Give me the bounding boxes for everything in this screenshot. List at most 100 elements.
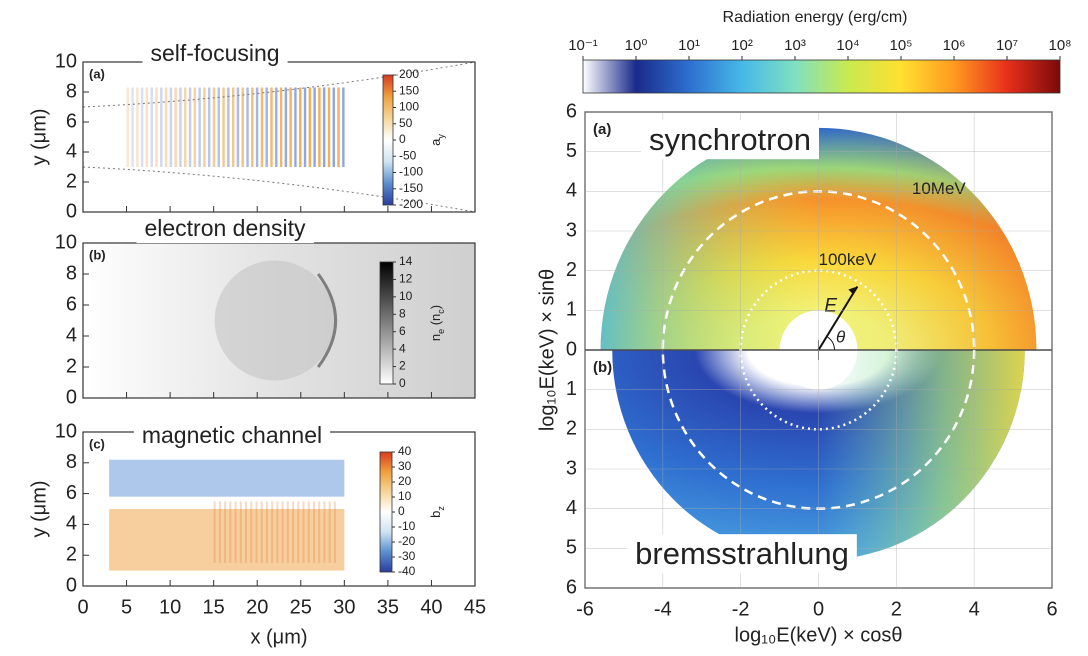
field-stripe [217, 87, 220, 167]
y-tick-label: 4 [66, 513, 77, 535]
panel-letter: (a) [593, 121, 611, 138]
y-tick-label: 2 [566, 418, 577, 440]
panel-title: self-focusing [150, 40, 279, 66]
colorbar-tick-label: 14 [399, 254, 413, 268]
y-tick-label: 4 [66, 324, 77, 346]
y-tick-label: 6 [66, 293, 77, 315]
colorbar-tick-label: -200 [399, 197, 423, 211]
field-band [109, 459, 345, 497]
colorbar-tick-label: 150 [399, 83, 419, 97]
field-stripe [193, 87, 197, 167]
field-stripe [271, 501, 274, 563]
vector-label: E [824, 295, 837, 316]
field-stripe [337, 87, 340, 167]
y-tick-label: 5 [566, 537, 577, 559]
colorbar-tick-label: 4 [399, 341, 406, 355]
field-stripe [260, 87, 264, 167]
field-stripe [255, 87, 259, 167]
y-tick-label: 8 [66, 451, 77, 473]
field-stripe [188, 87, 192, 167]
colorbar-tick-label: 200 [399, 67, 419, 81]
x-tick-label: 5 [121, 596, 132, 618]
colorbar-tick-label: 10² [731, 37, 753, 54]
field-stripe [281, 501, 284, 563]
field-stripe [332, 87, 335, 167]
colorbar-tick-label: 10¹ [678, 37, 700, 54]
colorbar-tick-label: -150 [399, 181, 423, 195]
x-tick-label: 30 [333, 596, 355, 618]
field-stripe [126, 87, 129, 167]
colorbar-tick-label: 8 [399, 306, 406, 320]
colorbar-label-part: b [428, 511, 443, 518]
field-stripe [313, 87, 316, 167]
x-tick-label: 10 [159, 596, 181, 618]
colorbar-tick-label: 6 [399, 324, 406, 338]
field-stripe [297, 501, 300, 563]
field-stripe [294, 87, 297, 167]
field-stripe [245, 501, 248, 563]
y-tick-label: 0 [66, 574, 77, 596]
field-stripe [246, 87, 249, 167]
field-stripe [131, 87, 134, 167]
field-stripe [184, 87, 187, 167]
y-tick-label: 4 [566, 497, 577, 519]
field-stripe [323, 501, 326, 563]
field-stripe [218, 501, 221, 563]
x-tick-label: 40 [420, 596, 442, 618]
x-tick-label: 25 [290, 596, 312, 618]
x-tick-label: 0 [77, 596, 88, 618]
colorbar-tick-label: 2 [399, 359, 406, 373]
y-tick-label: 0 [66, 200, 77, 222]
field-stripe [136, 87, 139, 167]
field-stripe [169, 87, 173, 167]
colorbar [582, 59, 1061, 94]
colorbar [382, 74, 394, 206]
panel-letter: (c) [89, 436, 105, 451]
y-tick-label: 0 [566, 338, 577, 360]
field-stripe [307, 501, 310, 563]
field-stripe [208, 87, 211, 167]
y-tick-label: 4 [66, 140, 77, 162]
field-stripe [265, 501, 268, 563]
colorbar-tick-label: 10⁵ [890, 37, 913, 54]
y-tick-label: 10 [55, 50, 77, 72]
colorbar-label-part: (n [428, 314, 443, 329]
field-stripe [318, 501, 321, 563]
y-tick-label: 2 [66, 543, 77, 565]
field-stripe [251, 87, 254, 167]
field-stripe [203, 87, 206, 167]
field-stripe [284, 87, 288, 167]
colorbar-tick-label: 30 [398, 459, 412, 473]
y-tick-label: 3 [566, 219, 577, 241]
y-axis-label: y (μm) [28, 108, 50, 165]
x-axis-label: log₁₀E(keV) × cosθ [735, 624, 903, 646]
colorbar-tick-label: -100 [399, 165, 423, 179]
colorbar-tick-label: -50 [399, 148, 417, 162]
field-stripe [303, 87, 307, 167]
panel-letter: (b) [593, 359, 612, 376]
x-tick-label: 4 [969, 598, 980, 620]
field-stripe [327, 87, 331, 167]
field-stripe [318, 87, 321, 167]
field-stripe [140, 87, 144, 167]
colorbar-tick-label: 10 [398, 489, 412, 503]
panel-title: magnetic channel [142, 422, 322, 448]
colorbar-tick-label: -10 [398, 519, 416, 533]
colorbar-tick-label: 40 [398, 444, 412, 458]
label-background [142, 38, 288, 69]
colorbar-label-part: c [436, 309, 446, 314]
beam-envelope [82, 166, 476, 213]
label-background [136, 213, 315, 244]
colorbar-label: ne (nc) [428, 305, 446, 341]
ring-label: 100keV [819, 250, 877, 269]
colorbar-tick-label: 10⁸ [1048, 37, 1071, 54]
plots: 0 2 4 6 8 10 y (μm) (a) self-focusing -200 -150 -10… [28, 9, 1071, 648]
field-blob [214, 260, 335, 381]
colorbar-tick-label: 12 [399, 272, 413, 286]
x-tick-label: 15 [203, 596, 225, 618]
x-tick-label: 6 [1046, 598, 1057, 620]
field-stripe [250, 501, 253, 563]
field-stripe [236, 87, 240, 167]
y-tick-label: 0 [66, 386, 77, 408]
